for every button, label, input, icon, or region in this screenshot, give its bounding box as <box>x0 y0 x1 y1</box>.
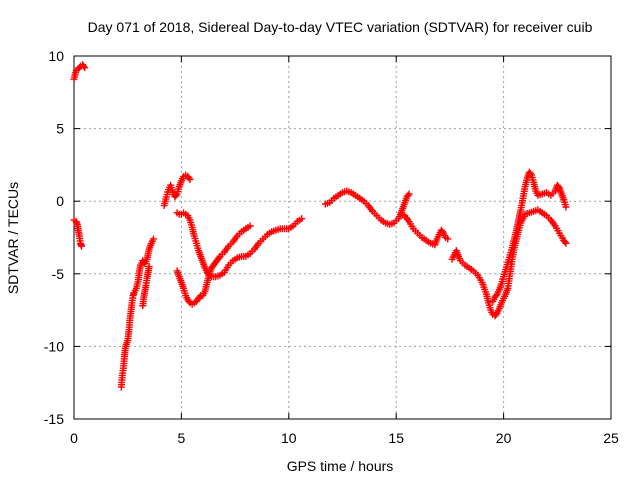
y-tick-label: 10 <box>48 48 64 64</box>
data-point-marker <box>562 203 570 211</box>
plot-frame <box>73 55 612 420</box>
y-tick-label: -15 <box>44 411 64 427</box>
data-point-marker <box>438 228 446 236</box>
data-point-marker <box>492 310 500 318</box>
data-point-marker <box>246 222 254 230</box>
x-tick-label: 15 <box>388 430 404 446</box>
data-points <box>70 61 570 391</box>
y-axis-label: SDTVAR / TECUs <box>5 182 21 294</box>
series-arc-3 <box>117 235 157 391</box>
data-point-marker <box>492 292 500 300</box>
y-tick-label: 0 <box>56 193 64 209</box>
series-arc-9 <box>396 210 452 249</box>
data-point-marker <box>298 215 306 223</box>
axis-ticks <box>73 55 612 420</box>
data-point-marker <box>78 242 86 250</box>
data-point-marker <box>562 239 570 247</box>
x-axis-label: GPS time / hours <box>287 458 394 474</box>
data-point-marker <box>405 190 413 198</box>
x-tick-label: 5 <box>178 430 186 446</box>
data-point-marker <box>145 263 153 271</box>
grid <box>74 56 611 419</box>
series-arc-1 <box>70 61 89 83</box>
series-arc-6 <box>173 209 306 281</box>
data-point-marker <box>172 191 180 199</box>
data-point-marker <box>404 191 412 199</box>
data-point-marker <box>215 254 223 262</box>
data-point-marker <box>149 235 157 243</box>
x-tick-label: 20 <box>496 430 512 446</box>
series-arc-2 <box>70 216 86 250</box>
y-tick-label: -5 <box>52 266 65 282</box>
y-tick-label: -10 <box>44 338 64 354</box>
x-tick-label: 25 <box>603 430 619 446</box>
series-arc-7 <box>173 222 254 308</box>
series-arc-8 <box>321 187 413 228</box>
data-point-marker <box>80 62 88 70</box>
data-point-marker <box>561 238 569 246</box>
y-axis-tick-labels: -15 -10 -5 0 5 10 <box>44 48 64 427</box>
series-arc-11 <box>489 168 570 305</box>
chart-title: Day 071 of 2018, Sidereal Day-to-day VTE… <box>88 19 593 35</box>
x-tick-label: 10 <box>281 430 297 446</box>
x-tick-label: 0 <box>70 430 78 446</box>
data-point-marker <box>185 174 193 182</box>
data-point-marker <box>444 235 452 243</box>
series-arc-4 <box>139 263 153 310</box>
y-tick-label: 5 <box>56 121 64 137</box>
data-point-marker <box>81 64 89 72</box>
data-point-marker <box>196 293 204 301</box>
series-arc-5 <box>160 171 194 210</box>
data-point-marker <box>526 170 534 178</box>
x-axis-tick-labels: 0 5 10 15 20 25 <box>70 430 619 446</box>
data-point-marker <box>186 175 194 183</box>
